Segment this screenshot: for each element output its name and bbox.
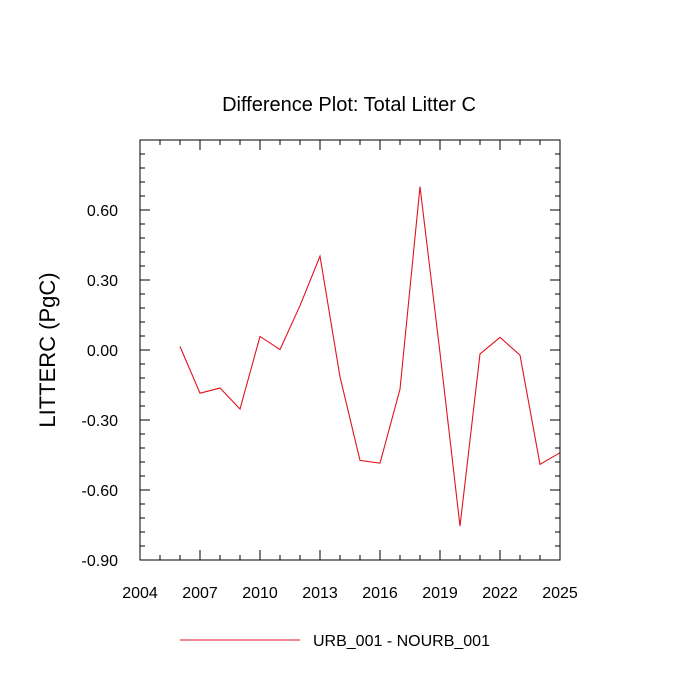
x-tick-label: 2022 [482, 585, 518, 602]
x-tick-label: 2025 [542, 585, 578, 602]
y-tick-label: 0.30 [87, 273, 118, 290]
y-tick-label: 0.60 [87, 203, 118, 220]
y-tick-label: -0.90 [82, 553, 119, 570]
x-tick-label: 2016 [362, 585, 398, 602]
series-layer [179, 186, 561, 527]
x-tick-label: 2013 [302, 585, 338, 602]
plot-frame [139, 139, 561, 561]
legend: URB_001 - NOURB_001 [180, 633, 490, 650]
y-tick-label: 0.00 [87, 343, 118, 360]
legend-label: URB_001 - NOURB_001 [313, 633, 490, 650]
x-tick-label: 2007 [182, 585, 218, 602]
y-axis-label: LITTERC (PgC) [35, 272, 60, 427]
chart-title: Difference Plot: Total Litter C [222, 94, 476, 116]
axis-ticks: 2004 2007 2010 2013 2016 2019 2022 2025 -0.90 -0.… [82, 140, 578, 602]
series-line [179, 186, 561, 527]
y-tick-label: -0.30 [82, 413, 119, 430]
x-tick-label: 2004 [122, 585, 158, 602]
y-tick-label: -0.60 [82, 483, 119, 500]
x-tick-label: 2010 [242, 585, 278, 602]
x-tick-label: 2019 [422, 585, 458, 602]
